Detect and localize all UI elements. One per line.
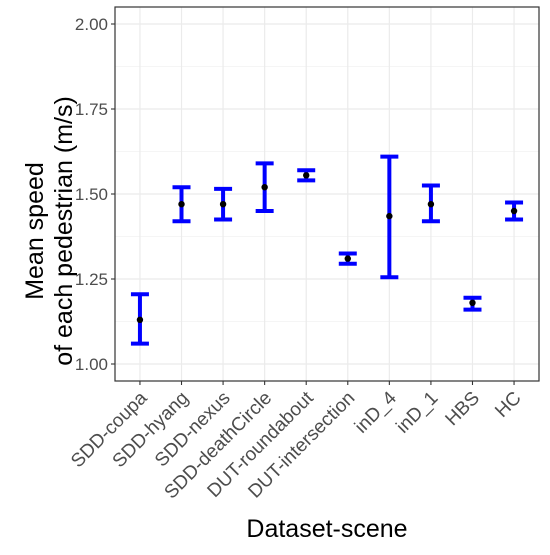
mean-point-SDD-coupa <box>136 316 144 323</box>
y-tick-label: 1.00 <box>75 355 108 374</box>
error-bar-layer <box>130 154 524 346</box>
y-tick-label: 1.75 <box>75 100 108 119</box>
y-axis-title-line-1: Mean speed <box>21 162 49 300</box>
x-axis-title: Dataset-scene <box>246 515 407 543</box>
point-layer <box>136 172 518 323</box>
mean-point-DUT-roundabout <box>303 172 310 179</box>
y-tick-label: 1.50 <box>75 185 108 204</box>
y-tick-label: 2.00 <box>75 15 108 34</box>
mean-point-DUT-intersection <box>344 255 351 262</box>
y-tick-label: 1.25 <box>75 270 108 289</box>
y-axis-title: Mean speed of each pedestrian (m/s) <box>21 96 78 366</box>
mean-point-inD_4 <box>386 212 393 220</box>
mean-point-HBS <box>469 299 476 306</box>
mean-point-HC <box>510 207 518 215</box>
mean-point-SDD-nexus <box>219 201 227 208</box>
mean-point-SDD-hyang <box>178 201 185 208</box>
y-axis-title-line-2: of each pedestrian (m/s) <box>50 96 78 366</box>
mean-point-SDD-deathCircle <box>261 184 268 191</box>
mean-point-inD_1 <box>427 201 435 208</box>
y-axis-ticks: 1.00 1.25 1.50 1.75 2.00 <box>75 15 115 374</box>
